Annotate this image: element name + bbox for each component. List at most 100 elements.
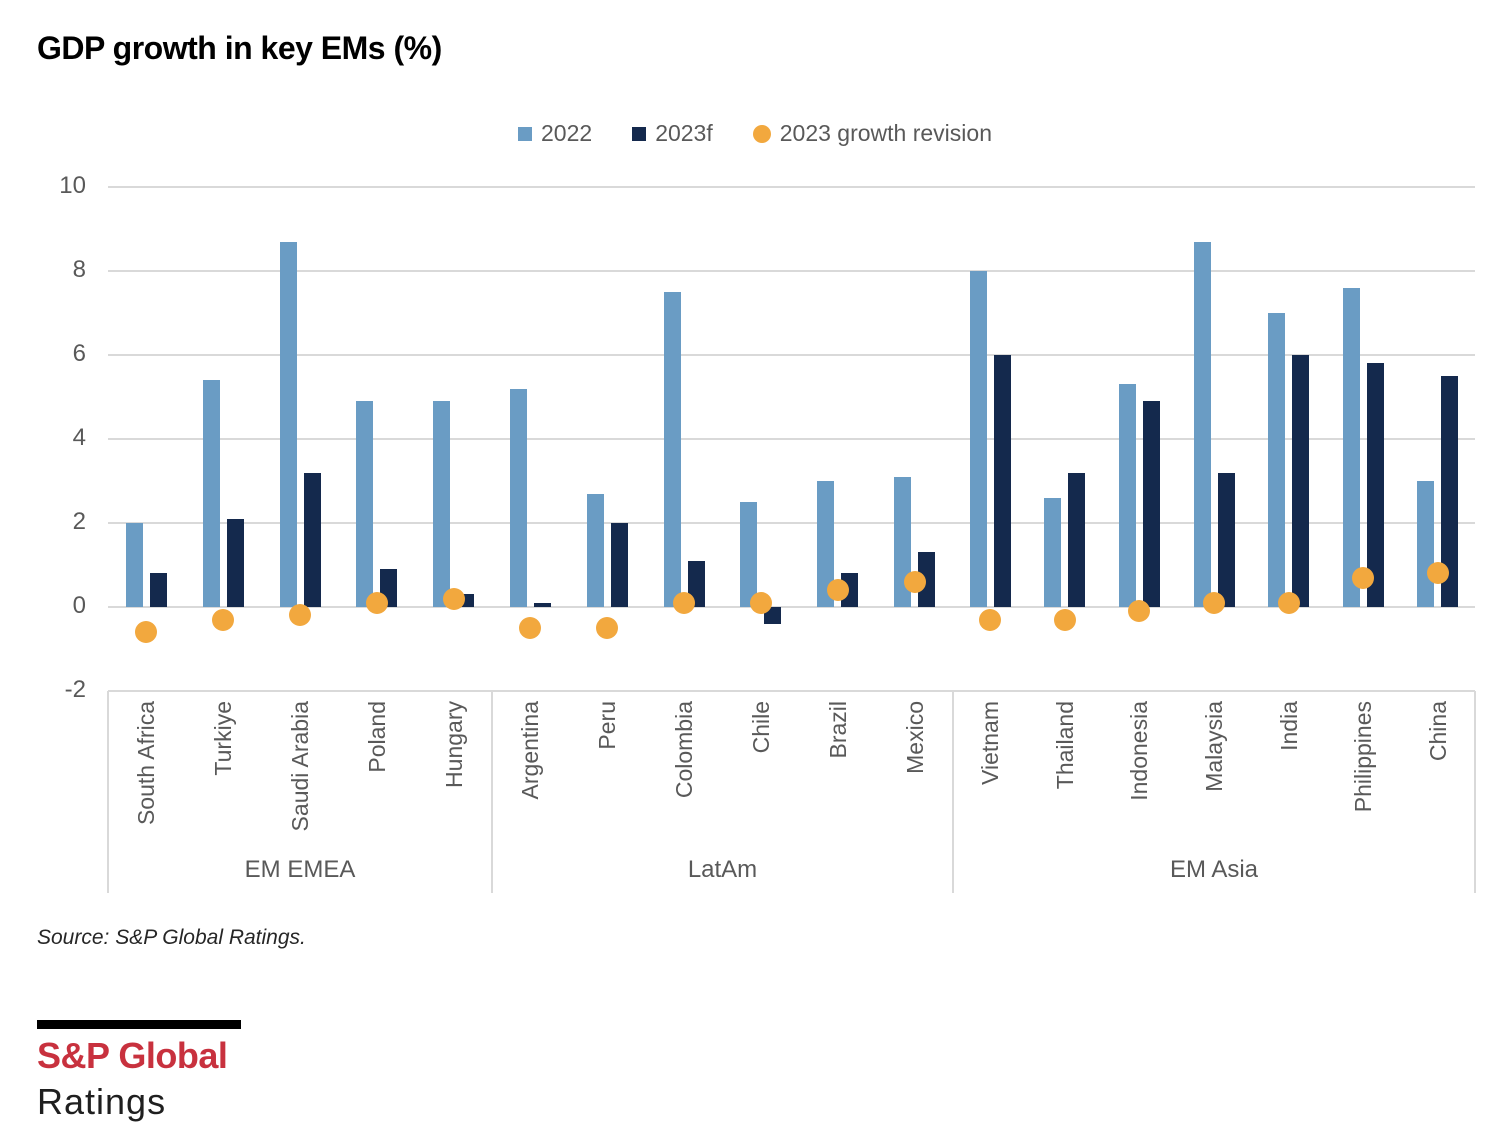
bar-2022-peru [586, 493, 604, 607]
sp-global-ratings-logo: S&P Global Ratings [37, 1020, 241, 1123]
country-label-hungary: Hungary [440, 701, 467, 788]
country-label-china: China [1424, 701, 1451, 762]
gridline--2 [108, 690, 1475, 692]
category-separator-1 [491, 691, 493, 893]
bar-2022-thailand [1044, 497, 1062, 607]
dot-revision-india [1277, 591, 1300, 614]
bar-2022-philippines [1342, 287, 1360, 607]
bar-2023f-turkiye [226, 518, 244, 607]
gridline-10 [108, 186, 1475, 188]
country-label-poland: Poland [363, 701, 390, 773]
y-axis-label-6: 6 [72, 340, 86, 367]
gridline-2 [108, 522, 1475, 524]
dot-revision-hungary [442, 587, 465, 610]
country-label-vietnam: Vietnam [977, 701, 1004, 785]
bar-2022-indonesia [1118, 384, 1136, 607]
dot-revision-indonesia [1128, 600, 1151, 623]
bar-2023f-vietnam [993, 355, 1011, 607]
region-label-latam: LatAm [687, 856, 758, 883]
country-label-thailand: Thailand [1051, 701, 1078, 790]
country-label-south-africa: South Africa [133, 701, 160, 826]
bar-2023f-saudi-arabia [303, 472, 321, 607]
y-axis-label--2: -2 [64, 676, 86, 703]
category-separator-2 [952, 691, 954, 893]
bar-2022-brazil [817, 481, 835, 607]
chart-legend: 2022 2023f 2023 growth revision [0, 120, 1510, 147]
y-axis-label-4: 4 [72, 424, 86, 451]
country-label-brazil: Brazil [824, 701, 851, 759]
dot-revision-malaysia [1203, 591, 1225, 614]
chart-title: GDP growth in key EMs (%) [37, 30, 442, 66]
dot-revision-south-africa [135, 621, 158, 644]
dot-revision-peru [596, 617, 619, 639]
bar-2023f-indonesia [1142, 401, 1160, 607]
y-axis-label-10: 10 [59, 172, 86, 199]
bar-2022-argentina [509, 388, 527, 607]
bar-2023f-india [1292, 355, 1310, 607]
dot-revision-china [1426, 562, 1449, 585]
dot-revision-thailand [1053, 608, 1076, 631]
y-axis-label-0: 0 [72, 592, 86, 619]
dot-revision-philippines [1352, 566, 1375, 589]
logo-bar [37, 1020, 241, 1029]
bar-2022-india [1268, 313, 1286, 607]
dot-revision-mexico [903, 570, 926, 593]
country-label-argentina: Argentina [517, 701, 544, 800]
country-label-saudi-arabia: Saudi Arabia [287, 701, 313, 832]
country-label-india: India [1275, 701, 1302, 751]
gridline-0 [108, 606, 1475, 608]
bar-2022-colombia [663, 292, 681, 607]
category-separator-3 [1474, 691, 1476, 893]
legend-label-growth-revision: 2023 growth revision [779, 120, 992, 146]
country-label-peru: Peru [594, 701, 621, 750]
legend-swatch-2023f-icon [632, 126, 647, 141]
dot-revision-saudi-arabia [289, 604, 311, 627]
bar-2023f-malaysia [1217, 472, 1235, 607]
dot-revision-argentina [519, 617, 542, 639]
bar-2023f-chile [764, 607, 782, 624]
category-separator-0 [107, 691, 109, 893]
bar-2023f-south-africa [149, 573, 167, 607]
bar-2022-saudi-arabia [279, 241, 297, 607]
y-axis-label-8: 8 [72, 256, 86, 283]
logo-text-ratings: Ratings [37, 1081, 167, 1122]
legend-item-2022: 2022 [518, 120, 592, 147]
y-axis-label-2: 2 [72, 508, 86, 535]
country-label-chile: Chile [747, 701, 774, 754]
bar-2022-malaysia [1193, 241, 1211, 607]
legend-swatch-revision-icon [752, 124, 771, 143]
bar-2022-chile [740, 502, 758, 607]
legend-item-2023f: 2023f [632, 120, 713, 147]
country-label-malaysia: Malaysia [1201, 701, 1227, 792]
country-label-turkiye: Turkiye [210, 701, 237, 776]
bar-2023f-argentina [533, 602, 551, 607]
legend-swatch-2022-icon [518, 126, 533, 141]
logo-text-sp-global: S&P Global [37, 1035, 228, 1076]
gridline-6 [108, 354, 1475, 356]
country-label-indonesia: Indonesia [1126, 701, 1153, 801]
bar-2023f-peru [610, 523, 628, 607]
bar-2023f-thailand [1068, 472, 1086, 607]
gridline-4 [108, 438, 1475, 440]
country-label-philippines: Philippines [1350, 701, 1377, 813]
bar-2022-vietnam [969, 271, 987, 607]
dot-revision-brazil [826, 579, 849, 602]
legend-label-2022: 2022 [541, 120, 593, 146]
region-label-em-emea: EM EMEA [244, 856, 356, 883]
legend-item-growth-revision: 2023 growth revision [752, 120, 992, 147]
source-note: Source: S&P Global Ratings. [37, 926, 306, 949]
legend-label-2023f: 2023f [655, 120, 713, 146]
dot-revision-chile [749, 591, 772, 614]
bar-2022-poland [356, 401, 374, 607]
dot-revision-vietnam [979, 608, 1002, 631]
bar-2022-hungary [433, 401, 451, 607]
dot-revision-colombia [673, 591, 696, 614]
gridline-8 [108, 270, 1475, 272]
bar-2022-south-africa [125, 523, 143, 607]
dot-revision-turkiye [212, 608, 235, 631]
country-label-mexico: Mexico [901, 701, 928, 774]
region-label-em-asia: EM Asia [1169, 856, 1259, 883]
bar-2023f-china [1441, 376, 1459, 607]
bar-2023f-mexico [918, 552, 936, 607]
